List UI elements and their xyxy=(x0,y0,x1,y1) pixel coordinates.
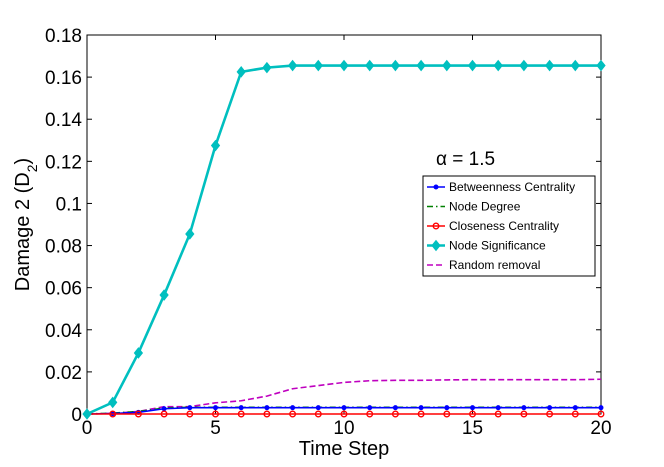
series-random-removal xyxy=(86,378,602,415)
alpha-annotation: α = 1.5 xyxy=(436,149,495,170)
legend-marker-betweenness-centrality xyxy=(433,184,439,190)
data-point-node-significance xyxy=(442,59,452,72)
legend-box xyxy=(422,175,596,277)
data-point-node-significance xyxy=(159,289,169,301)
y-tick-label: 0.18 xyxy=(45,26,82,47)
data-point-node-significance xyxy=(313,59,323,72)
data-point-node-significance xyxy=(82,408,92,420)
y-axis-title-main: Damage 2 (D xyxy=(12,172,34,291)
data-point-betweenness-centrality xyxy=(418,405,424,411)
data-point-closeness-centrality xyxy=(597,410,605,418)
legend-label-closeness-centrality: Closeness Centrality xyxy=(449,219,559,233)
y-tick-label: 0.1 xyxy=(56,194,82,215)
data-point-node-significance xyxy=(493,59,503,72)
y-axis-title-subscript: 2 xyxy=(24,164,40,172)
data-point-betweenness-centrality xyxy=(341,405,347,411)
data-point-betweenness-centrality xyxy=(187,405,193,411)
data-point-node-significance xyxy=(544,59,555,72)
x-tick-label: 20 xyxy=(590,418,611,439)
series-closeness-centrality xyxy=(83,410,605,418)
data-point-closeness-centrality xyxy=(469,410,476,418)
data-point-node-significance xyxy=(185,228,195,240)
y-tick-label: 0.08 xyxy=(45,237,82,258)
data-point-betweenness-centrality xyxy=(547,405,553,411)
y-tick-label: 0.16 xyxy=(45,68,82,89)
y-tick-label: 0.02 xyxy=(45,363,82,384)
legend-marker-node-significance xyxy=(431,239,441,252)
data-point-closeness-centrality xyxy=(417,410,425,418)
data-point-closeness-centrality xyxy=(212,410,219,418)
data-point-node-significance xyxy=(570,59,580,72)
data-point-betweenness-centrality xyxy=(495,405,501,411)
data-point-betweenness-centrality xyxy=(315,405,321,411)
data-point-closeness-centrality xyxy=(340,410,348,418)
data-point-betweenness-centrality xyxy=(392,405,398,411)
data-point-node-significance xyxy=(596,59,606,72)
series-layer xyxy=(82,59,606,420)
data-point-betweenness-centrality xyxy=(572,405,578,411)
data-point-closeness-centrality xyxy=(391,410,399,418)
data-point-node-significance xyxy=(236,66,246,78)
data-point-node-significance xyxy=(467,59,478,72)
data-point-node-significance xyxy=(416,59,426,72)
y-tick-label: 0.04 xyxy=(45,321,82,342)
data-point-betweenness-centrality xyxy=(470,405,475,411)
data-point-betweenness-centrality xyxy=(161,406,167,412)
y-tick-label: 0.12 xyxy=(45,152,82,173)
legend-label-betweenness-centrality: Betweenness Centrality xyxy=(449,180,575,194)
y-tick-label: 0 xyxy=(71,405,82,426)
data-point-node-significance xyxy=(287,59,298,72)
data-point-betweenness-centrality xyxy=(444,405,450,411)
data-point-betweenness-centrality xyxy=(290,405,296,411)
legend-marker-closeness-centrality xyxy=(432,222,440,230)
x-tick-label: 0 xyxy=(82,418,93,439)
data-point-node-significance xyxy=(339,59,349,72)
x-tick-label: 15 xyxy=(462,418,483,439)
y-axis-title: Damage 2 (D2) xyxy=(12,158,40,291)
y-tick-label: 0.06 xyxy=(45,279,82,300)
data-point-closeness-centrality xyxy=(109,410,117,418)
data-point-closeness-centrality xyxy=(263,410,271,418)
x-tick-label: 5 xyxy=(210,418,221,439)
data-point-betweenness-centrality xyxy=(264,405,270,411)
series-line-random-removal xyxy=(86,378,602,415)
data-point-closeness-centrality xyxy=(520,410,528,418)
data-point-closeness-centrality xyxy=(289,410,297,418)
legend-label-node-degree: Node Degree xyxy=(449,200,521,214)
data-point-closeness-centrality xyxy=(366,410,374,418)
y-tick-label: 0.14 xyxy=(45,110,82,131)
data-point-node-significance xyxy=(390,59,401,72)
data-point-closeness-centrality xyxy=(443,410,451,418)
series-node-significance xyxy=(82,59,606,420)
data-point-closeness-centrality xyxy=(134,410,142,418)
data-point-closeness-centrality xyxy=(571,410,579,418)
legend: Betweenness Centrality Node Degree Closene… xyxy=(422,175,596,277)
data-point-node-significance xyxy=(133,347,144,359)
data-point-node-significance xyxy=(519,59,529,72)
data-point-node-significance xyxy=(108,396,118,409)
data-point-closeness-centrality xyxy=(546,410,554,418)
y-axis-title-suffix: ) xyxy=(12,158,34,165)
data-point-closeness-centrality xyxy=(160,410,168,418)
data-point-betweenness-centrality xyxy=(367,405,373,411)
data-point-closeness-centrality xyxy=(237,410,245,418)
data-point-node-significance xyxy=(210,139,221,152)
data-point-betweenness-centrality xyxy=(521,405,527,411)
data-point-closeness-centrality xyxy=(314,410,322,418)
x-axis-title: Time Step xyxy=(299,438,389,460)
data-point-betweenness-centrality xyxy=(598,405,604,411)
data-point-closeness-centrality xyxy=(494,410,502,418)
data-point-node-significance xyxy=(365,59,375,72)
legend-label-random-removal: Random removal xyxy=(449,258,540,272)
x-tick-label: 10 xyxy=(333,418,354,439)
data-point-betweenness-centrality xyxy=(213,405,218,411)
axis-ticks: 0 5 10 15 20 0 0.02 0.04 0.06 0.08 0.1 0.12 0.14 0.16… xyxy=(45,26,612,439)
data-point-node-significance xyxy=(262,61,272,74)
legend-label-node-significance: Node Significance xyxy=(449,239,546,253)
data-point-betweenness-centrality xyxy=(238,405,244,411)
data-point-closeness-centrality xyxy=(186,410,194,418)
